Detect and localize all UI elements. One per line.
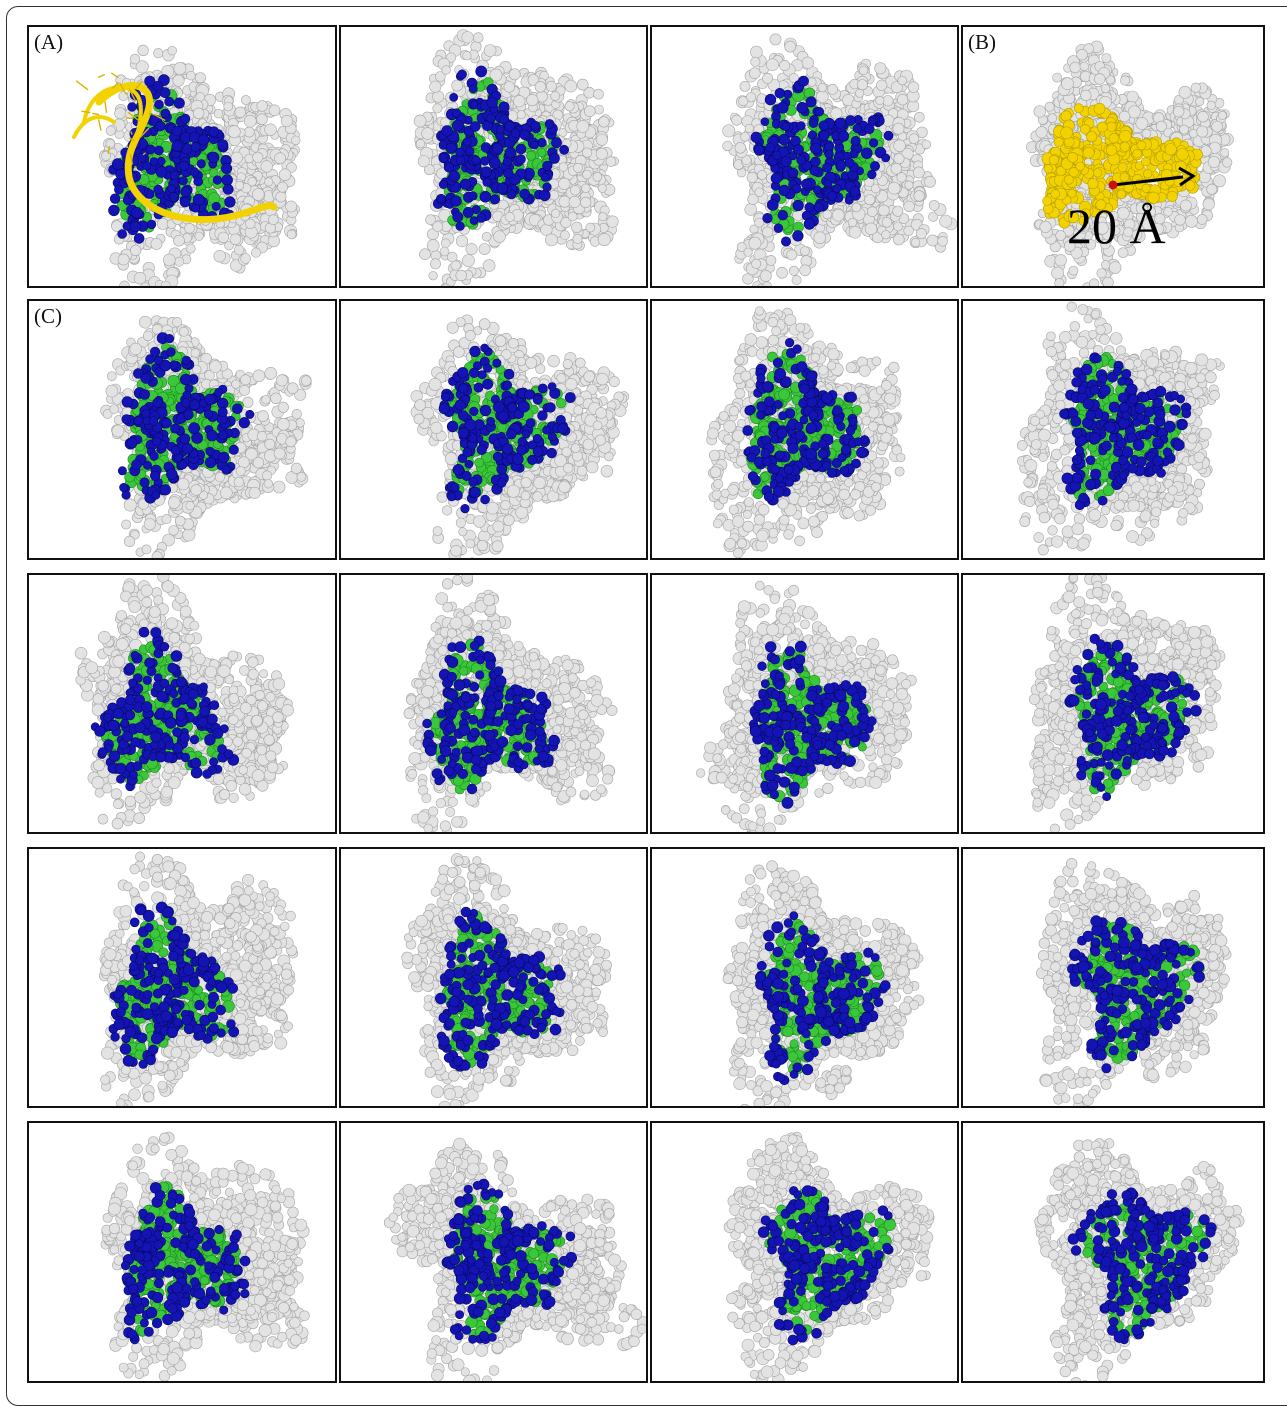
panel-c6	[339, 573, 648, 834]
panel-c15	[650, 1121, 959, 1383]
protein-render-c8	[963, 575, 1265, 834]
panel-c1: (C)	[27, 299, 337, 560]
protein-render-a1	[29, 27, 337, 288]
panel-c14	[339, 1121, 648, 1383]
protein-render-a2	[341, 27, 648, 288]
panel-c4	[961, 299, 1265, 560]
protein-render-c16	[963, 1123, 1265, 1383]
panel-a3	[650, 25, 959, 288]
protein-render-c6	[341, 575, 648, 834]
scale-label: 20 Å	[1067, 198, 1166, 254]
panel-c16	[961, 1121, 1265, 1383]
panel-c12	[961, 847, 1265, 1108]
protein-render-c11	[652, 849, 959, 1108]
panel-c9	[27, 847, 337, 1108]
protein-render-c13	[29, 1123, 337, 1383]
panel-c11	[650, 847, 959, 1108]
protein-render-c1	[29, 301, 337, 560]
panel-c2	[339, 299, 648, 560]
protein-render-c15	[652, 1123, 959, 1383]
panel-c7	[650, 573, 959, 834]
protein-render-c12	[963, 849, 1265, 1108]
panel-label: (C)	[34, 304, 62, 329]
protein-render-c4	[963, 301, 1265, 560]
panel-a2	[339, 25, 648, 288]
protein-render-b: 20 Å	[963, 27, 1265, 288]
panel-b: 20 Å (B)	[961, 25, 1265, 288]
protein-render-c3	[652, 301, 959, 560]
panel-a1: (A)	[27, 25, 337, 288]
panel-c10	[339, 847, 648, 1108]
panel-label: (B)	[968, 30, 996, 55]
protein-render-a3	[652, 27, 959, 288]
panel-c13	[27, 1121, 337, 1383]
panel-c8	[961, 573, 1265, 834]
protein-render-c14	[341, 1123, 648, 1383]
protein-render-c5	[29, 575, 337, 834]
protein-render-c9	[29, 849, 337, 1108]
protein-render-c2	[341, 301, 648, 560]
protein-render-c7	[652, 575, 959, 834]
panel-c3	[650, 299, 959, 560]
protein-render-c10	[341, 849, 648, 1108]
panel-label: (A)	[34, 30, 63, 55]
panel-c5	[27, 573, 337, 834]
